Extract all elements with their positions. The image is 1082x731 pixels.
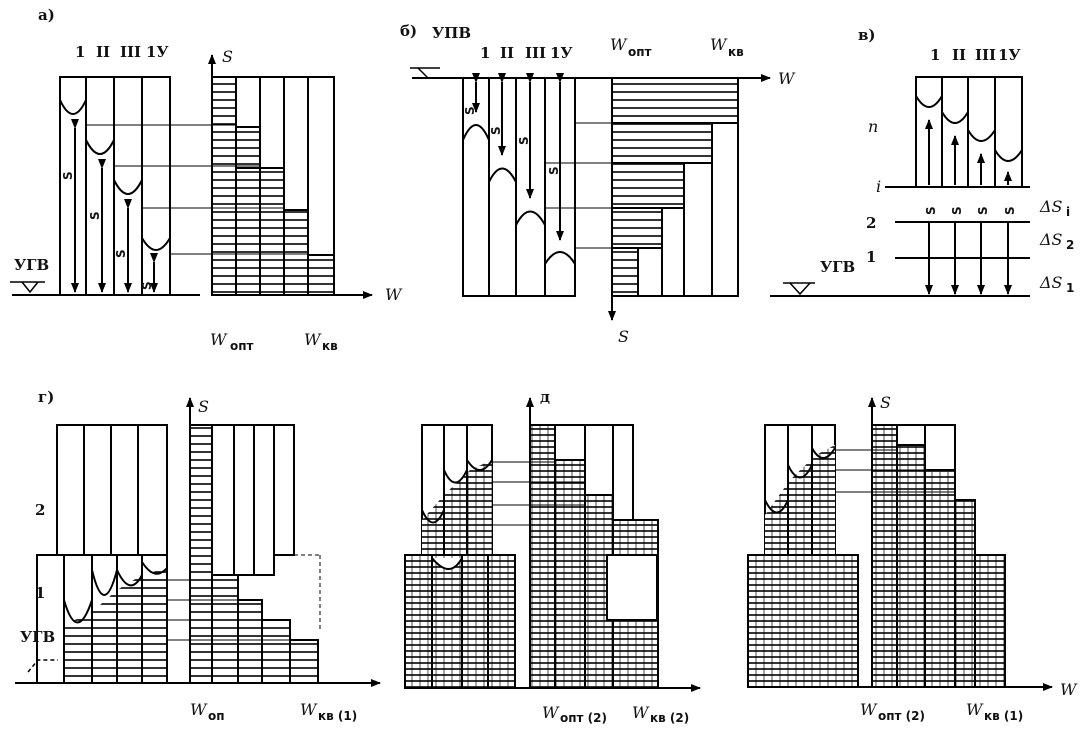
- panel-g: [15, 397, 381, 687]
- panel-a-s4-label: S: [140, 281, 154, 290]
- panel-v-s3-label: S: [976, 206, 990, 215]
- panel-g-layer-1: 1: [35, 584, 45, 602]
- panel-v-zone-3: III: [975, 46, 996, 64]
- panel-v-zone-4: 1У: [998, 46, 1021, 64]
- panel-v-zone-1: 1: [930, 46, 940, 64]
- panel-e-wkv-label: W: [966, 700, 984, 719]
- panel-e-lower-block: [747, 554, 859, 688]
- panel-a-hatch-col-5: [307, 254, 335, 296]
- panel-b-front-4: [544, 251, 576, 265]
- panel-a: [10, 54, 373, 299]
- panel-a-w-axis-label: W: [385, 285, 403, 304]
- panel-g-wop-sub: оп: [208, 709, 225, 723]
- panel-d-letter: д: [540, 388, 550, 406]
- panel-d: [404, 397, 701, 692]
- panel-d-wkv-label: W: [632, 703, 650, 722]
- panel-a-wkv-label: W: [304, 330, 322, 349]
- panel-b-w-axis-label: W: [778, 69, 796, 88]
- panel-b-wopt-sub: опт: [628, 45, 652, 59]
- panel-b-zone-2: II: [500, 44, 514, 62]
- panel-v-delta-i: ΔS: [1039, 197, 1063, 216]
- panel-v-delta-i-sub: i: [1066, 205, 1070, 219]
- panel-a-hatch-col-3: [259, 167, 285, 296]
- panel-a-s-axis-label: S: [222, 47, 233, 66]
- panel-g-ugv-label: УГВ: [20, 628, 55, 646]
- panel-a-letter: а): [38, 6, 55, 24]
- panel-b-front-2: [488, 167, 517, 183]
- panel-b-front-3: [515, 210, 546, 226]
- panel-v-s2-label: S: [950, 206, 964, 215]
- panel-b-s1-label: S: [463, 106, 477, 115]
- panel-v-layer-i: i: [876, 177, 881, 196]
- panel-a-wopt-sub: опт: [230, 339, 254, 353]
- panel-a-zone-3: III: [120, 43, 141, 61]
- panel-a-zone-4: 1У: [146, 43, 169, 61]
- panel-b-s3-label: S: [517, 136, 531, 145]
- panel-b-wkv-label: W: [710, 35, 728, 54]
- panel-b-letter: б): [400, 22, 417, 40]
- panel-b-zone-3: III: [525, 44, 546, 62]
- panel-g-wkv-sub: кв (1): [318, 709, 357, 723]
- panel-g-wop-label: W: [190, 700, 208, 719]
- panel-d-wkv-sub: кв (2): [650, 711, 689, 725]
- panel-v-delta-2: ΔS: [1039, 230, 1063, 249]
- panel-a-hatch-col-1: [211, 76, 237, 296]
- panel-v-delta-1-sub: 1: [1066, 281, 1074, 295]
- panel-v-ugv-label: УГВ: [820, 258, 855, 276]
- panel-a-wopt-label: W: [210, 330, 228, 349]
- panel-d-wopt-label: W: [542, 703, 560, 722]
- panel-g-letter: г): [38, 388, 54, 406]
- panel-e-w-axis-label: W: [1060, 680, 1078, 699]
- panel-a-s3-label: S: [114, 249, 128, 258]
- panel-v-s4-label: S: [1003, 206, 1017, 215]
- panel-b: [410, 67, 771, 321]
- panel-a-hatch-col-2: [235, 126, 261, 296]
- panel-a-front-1: [59, 99, 87, 115]
- panel-b-zone-1: 1: [480, 44, 490, 62]
- panel-a-s1-label: S: [61, 171, 75, 180]
- panel-a-ugv-label: УГВ: [14, 256, 49, 274]
- panel-a-front-3: [113, 179, 143, 195]
- panel-b-upv-label: УПВ: [432, 24, 471, 42]
- panel-a-zone-2: II: [96, 43, 110, 61]
- panel-v-letter: в): [858, 26, 876, 44]
- panel-v-zone-2: II: [952, 46, 966, 64]
- panel-a-zone-1: 1: [75, 43, 85, 61]
- panel-e: [747, 397, 1053, 691]
- panel-d-lower-block: [404, 554, 516, 689]
- panel-b-wopt-label: W: [610, 35, 628, 54]
- panel-e-wkv-sub: кв (1): [984, 709, 1023, 723]
- panel-v-delta-2-sub: 2: [1066, 238, 1074, 252]
- panel-e-wopt-sub: опт (2): [878, 709, 925, 723]
- panel-v-layer-2: 2: [866, 214, 876, 232]
- panel-v-delta-1: ΔS: [1039, 273, 1063, 292]
- panel-b-soil-block: [462, 77, 576, 297]
- panel-e-wopt-label: W: [860, 700, 878, 719]
- panel-a-s2-label: S: [88, 211, 102, 220]
- panel-g-s-axis-label: S: [198, 397, 209, 416]
- panel-a-hatch-col-4: [283, 209, 309, 296]
- panel-d-wopt-sub: опт (2): [560, 711, 607, 725]
- panel-a-wkv-sub: кв: [322, 339, 338, 353]
- panel-a-front-4: [141, 237, 171, 251]
- panel-b-zone-4: 1У: [550, 44, 573, 62]
- panel-g-layer-2: 2: [35, 501, 45, 519]
- panel-e-s-axis-label: S: [880, 393, 891, 412]
- panel-a-front-2: [85, 139, 115, 155]
- panel-v-layer-n: n: [868, 117, 878, 136]
- panel-v-s1-label: S: [924, 206, 938, 215]
- panel-b-s4-label: S: [547, 166, 561, 175]
- panel-b-front-1: [462, 124, 490, 141]
- panel-b-s-axis-label: S: [618, 327, 629, 346]
- panel-v-layer-1: 1: [866, 248, 876, 266]
- panel-g-wkv-label: W: [300, 700, 318, 719]
- panel-b-s2-label: S: [489, 126, 503, 135]
- panel-v: [770, 76, 1030, 297]
- panel-b-wkv-sub: кв: [728, 45, 744, 59]
